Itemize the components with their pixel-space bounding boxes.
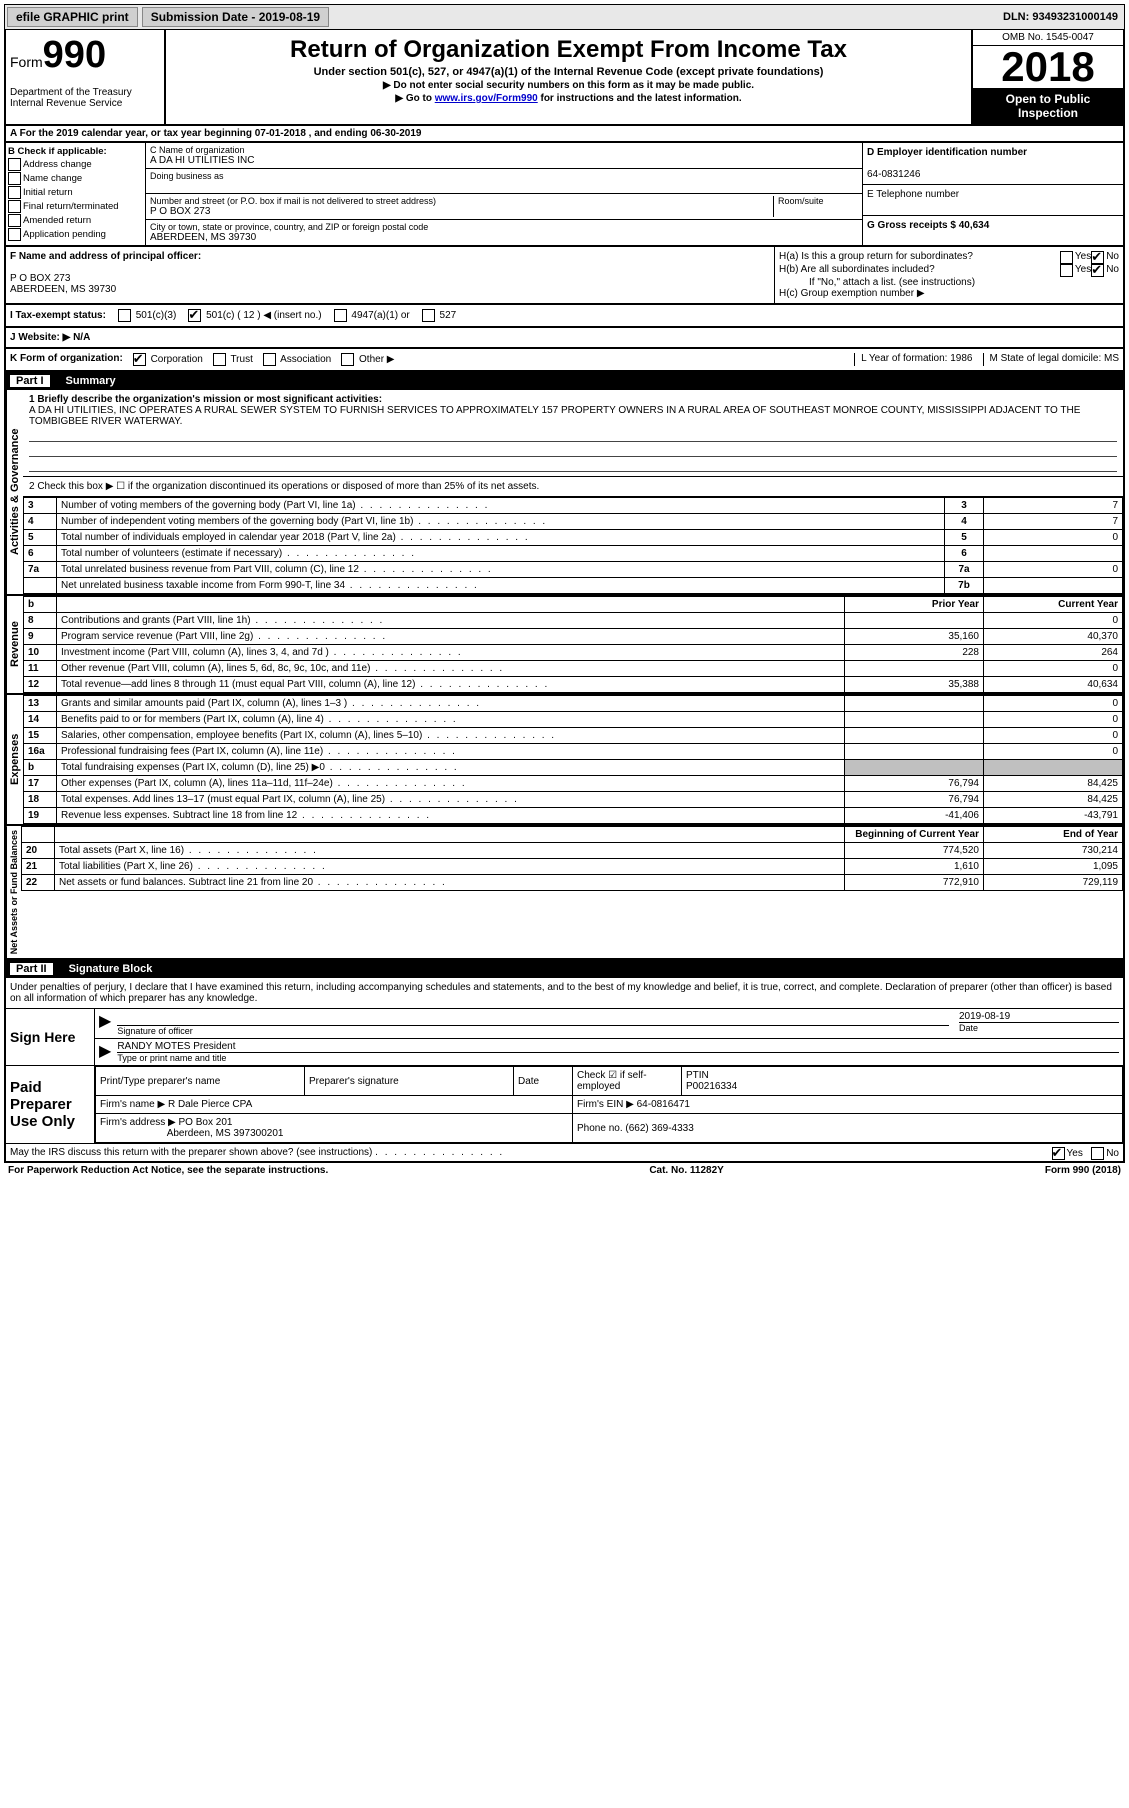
ein-label: D Employer identification number — [867, 147, 1027, 158]
check-initial-return[interactable] — [8, 186, 21, 199]
submission-date-button[interactable]: Submission Date - 2019-08-19 — [142, 7, 329, 27]
box-b: B Check if applicable: Address change Na… — [6, 143, 146, 245]
top-bar: efile GRAPHIC print Submission Date - 20… — [4, 4, 1125, 30]
vert-governance: Activities & Governance — [6, 390, 23, 594]
paid-preparer-label: Paid Preparer Use Only — [6, 1066, 94, 1143]
dln-label: DLN: 93493231000149 — [1003, 11, 1122, 23]
box-c: C Name of organization A DA HI UTILITIES… — [146, 143, 862, 245]
form-number: 990 — [43, 34, 106, 76]
declaration-text: Under penalties of perjury, I declare th… — [6, 978, 1123, 1008]
form-title: Return of Organization Exempt From Incom… — [170, 36, 967, 64]
section-fh: F Name and address of principal officer:… — [4, 247, 1125, 305]
netassets-section: Net Assets or Fund Balances Beginning of… — [4, 826, 1125, 960]
revenue-section: Revenue bPrior YearCurrent Year 8Contrib… — [4, 596, 1125, 695]
signature-block: Under penalties of perjury, I declare th… — [4, 978, 1125, 1163]
header-right: OMB No. 1545-0047 2018 Open to Public In… — [971, 30, 1123, 124]
org-name: A DA HI UTILITIES INC — [150, 155, 858, 166]
mission-block: 1 Briefly describe the organization's mi… — [23, 390, 1123, 477]
discuss-row: May the IRS discuss this return with the… — [6, 1143, 1123, 1161]
exp-table: 13Grants and similar amounts paid (Part … — [23, 695, 1123, 824]
form-prefix: Form — [10, 54, 43, 70]
sign-here-label: Sign Here — [6, 1009, 94, 1065]
footer: For Paperwork Reduction Act Notice, see … — [4, 1163, 1125, 1178]
irs-label: Internal Revenue Service — [10, 98, 160, 109]
arrow-line-2: ▶ Go to www.irs.gov/Form990 for instruct… — [170, 93, 967, 104]
vert-netassets: Net Assets or Fund Balances — [6, 826, 21, 958]
preparer-table: Print/Type preparer's name Preparer's si… — [95, 1066, 1123, 1143]
net-table: Beginning of Current YearEnd of Year 20T… — [21, 826, 1123, 891]
part1-header: Part I Summary — [4, 372, 1125, 390]
gross-receipts: G Gross receipts $ 40,634 — [867, 220, 989, 231]
org-name-label: C Name of organization — [150, 145, 858, 155]
efile-button[interactable]: efile GRAPHIC print — [7, 7, 138, 27]
open-public-label: Open to Public Inspection — [973, 88, 1123, 124]
dba-label: Doing business as — [150, 171, 858, 181]
line-a: A For the 2019 calendar year, or tax yea… — [4, 126, 1125, 143]
tax-status-row: I Tax-exempt status: 501(c)(3) 501(c) ( … — [4, 305, 1125, 328]
dept-label: Department of the Treasury — [10, 87, 160, 98]
arrow-line-1: ▶ Do not enter social security numbers o… — [170, 80, 967, 91]
check-name-change[interactable] — [8, 172, 21, 185]
part2-header: Part II Signature Block — [4, 960, 1125, 978]
header-left: Form990 Department of the Treasury Inter… — [6, 30, 166, 124]
rev-table: bPrior YearCurrent Year 8Contributions a… — [23, 596, 1123, 693]
ein-value: 64-0831246 — [867, 169, 920, 180]
k-row: K Form of organization: Corporation Trus… — [4, 349, 1125, 372]
city-label: City or town, state or province, country… — [150, 222, 858, 232]
line2: 2 Check this box ▶ ☐ if the organization… — [23, 477, 1123, 497]
vert-revenue: Revenue — [6, 596, 23, 693]
header-mid: Return of Organization Exempt From Incom… — [166, 30, 971, 124]
check-app-pending[interactable] — [8, 228, 21, 241]
box-f: F Name and address of principal officer:… — [6, 247, 774, 303]
addr-label: Number and street (or P.O. box if mail i… — [150, 196, 773, 206]
form990-link[interactable]: www.irs.gov/Form990 — [435, 93, 538, 104]
tel-label: E Telephone number — [863, 185, 1123, 216]
tax-year: 2018 — [973, 46, 1123, 88]
addr-value: P O BOX 273 — [150, 206, 773, 217]
website-row: J Website: ▶ N/A — [4, 328, 1125, 349]
form-header: Form990 Department of the Treasury Inter… — [4, 30, 1125, 126]
governance-section: Activities & Governance 1 Briefly descri… — [4, 390, 1125, 596]
vert-expenses: Expenses — [6, 695, 23, 824]
box-h: H(a) Is this a group return for subordin… — [774, 247, 1123, 303]
room-label: Room/suite — [774, 196, 858, 217]
check-amended[interactable] — [8, 214, 21, 227]
gov-table: 3Number of voting members of the governi… — [23, 497, 1123, 594]
sig-arrow-icon-2: ▶ — [99, 1041, 111, 1063]
section-bcd: B Check if applicable: Address change Na… — [4, 143, 1125, 247]
sig-arrow-icon: ▶ — [99, 1011, 111, 1036]
city-value: ABERDEEN, MS 39730 — [150, 232, 858, 243]
box-d: D Employer identification number 64-0831… — [862, 143, 1123, 245]
check-address-change[interactable] — [8, 158, 21, 171]
expenses-section: Expenses 13Grants and similar amounts pa… — [4, 695, 1125, 826]
form-subtitle: Under section 501(c), 527, or 4947(a)(1)… — [170, 66, 967, 78]
check-final-return[interactable] — [8, 200, 21, 213]
